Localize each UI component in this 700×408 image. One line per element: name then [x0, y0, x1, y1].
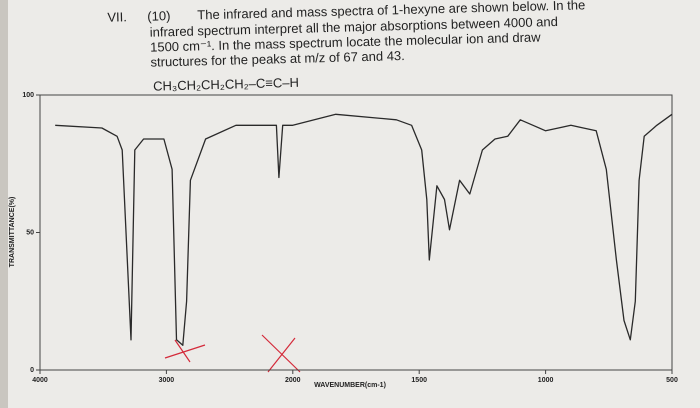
y-tick-label: 0	[30, 367, 34, 374]
x-tick-label: 1500	[411, 377, 427, 384]
x-tick-label: 4000	[32, 377, 48, 384]
y-tick-label: 50	[26, 229, 34, 236]
y-tick-label: 100	[22, 92, 34, 99]
x-axis-label: WAVENUMBER(cm-1)	[314, 382, 386, 389]
question-line: structures for the peaks at m/z of 67 an…	[150, 48, 405, 70]
question-number: VII.	[107, 9, 127, 25]
x-tick-label: 2000	[285, 377, 301, 384]
formula: CH₃CH₂CH₂CH₂–C≡C–H	[153, 75, 299, 94]
paper	[8, 0, 700, 408]
spectrum-line	[55, 113, 673, 346]
pen-marks	[164, 334, 301, 373]
x-tick-label: 3000	[159, 377, 175, 384]
y-axis-label: TRANSMITTANCE(%)	[9, 197, 16, 268]
question-points: (10)	[147, 8, 171, 24]
x-tick-label: 1000	[538, 377, 554, 384]
red-cross	[261, 334, 301, 373]
red-check	[164, 339, 206, 363]
x-tick-label: 500	[666, 377, 678, 384]
